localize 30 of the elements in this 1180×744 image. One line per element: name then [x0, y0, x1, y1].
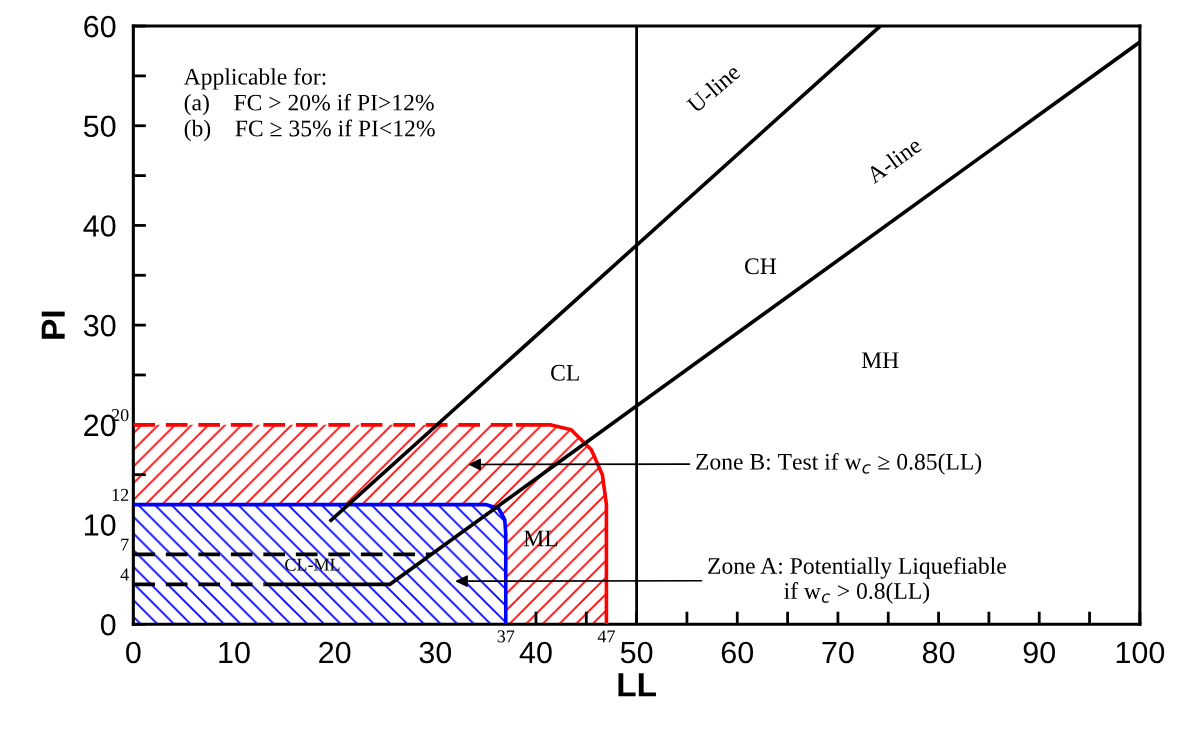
- y-tick-label: 40: [83, 215, 116, 237]
- x-tick-label: 0: [126, 641, 141, 664]
- annotation: Zone B: Test if w$_{c}$ ≥ 0.85(LL): [696, 452, 982, 475]
- annotation: 7: [121, 538, 129, 551]
- annotation: 47: [597, 630, 615, 643]
- y-tick-label: 10: [85, 514, 116, 536]
- x-tick-label: 20: [319, 641, 351, 664]
- x-tick-label: 30: [419, 641, 452, 664]
- annotation: MH: [861, 352, 899, 368]
- y-tick-label: 60: [84, 15, 116, 38]
- x-tick-label: 80: [922, 641, 955, 664]
- annotation: CH: [744, 258, 777, 275]
- annotation: 37: [497, 630, 515, 643]
- x-tick-label: 40: [519, 641, 552, 664]
- y-axis-title: PI: [41, 311, 65, 339]
- x-axis-title: LL: [618, 673, 656, 697]
- annotation: CL: [551, 364, 579, 381]
- x-tick-label: 70: [822, 641, 854, 664]
- x-tick-label: 50: [620, 641, 653, 664]
- x-tick-label: 10: [219, 641, 250, 664]
- x-tick-label: 60: [721, 641, 754, 664]
- y-tick-label: 30: [83, 314, 116, 337]
- annotation: 12: [112, 488, 129, 501]
- x-tick-label: 100: [1116, 641, 1165, 664]
- annotation: Applicable for: (a) FC > 20% if PI>12% (b) FC ≥ 35% if PI<12%: [183, 67, 435, 142]
- annotation: 4: [120, 568, 129, 581]
- y-tick-label: 0: [100, 613, 116, 636]
- annotation: Zone A: Potentially Liquefiable if w$_{c}$ > 0.8(LL): [708, 557, 1006, 604]
- y-tick-label: 50: [83, 115, 116, 138]
- x-tick-label: 90: [1023, 641, 1056, 664]
